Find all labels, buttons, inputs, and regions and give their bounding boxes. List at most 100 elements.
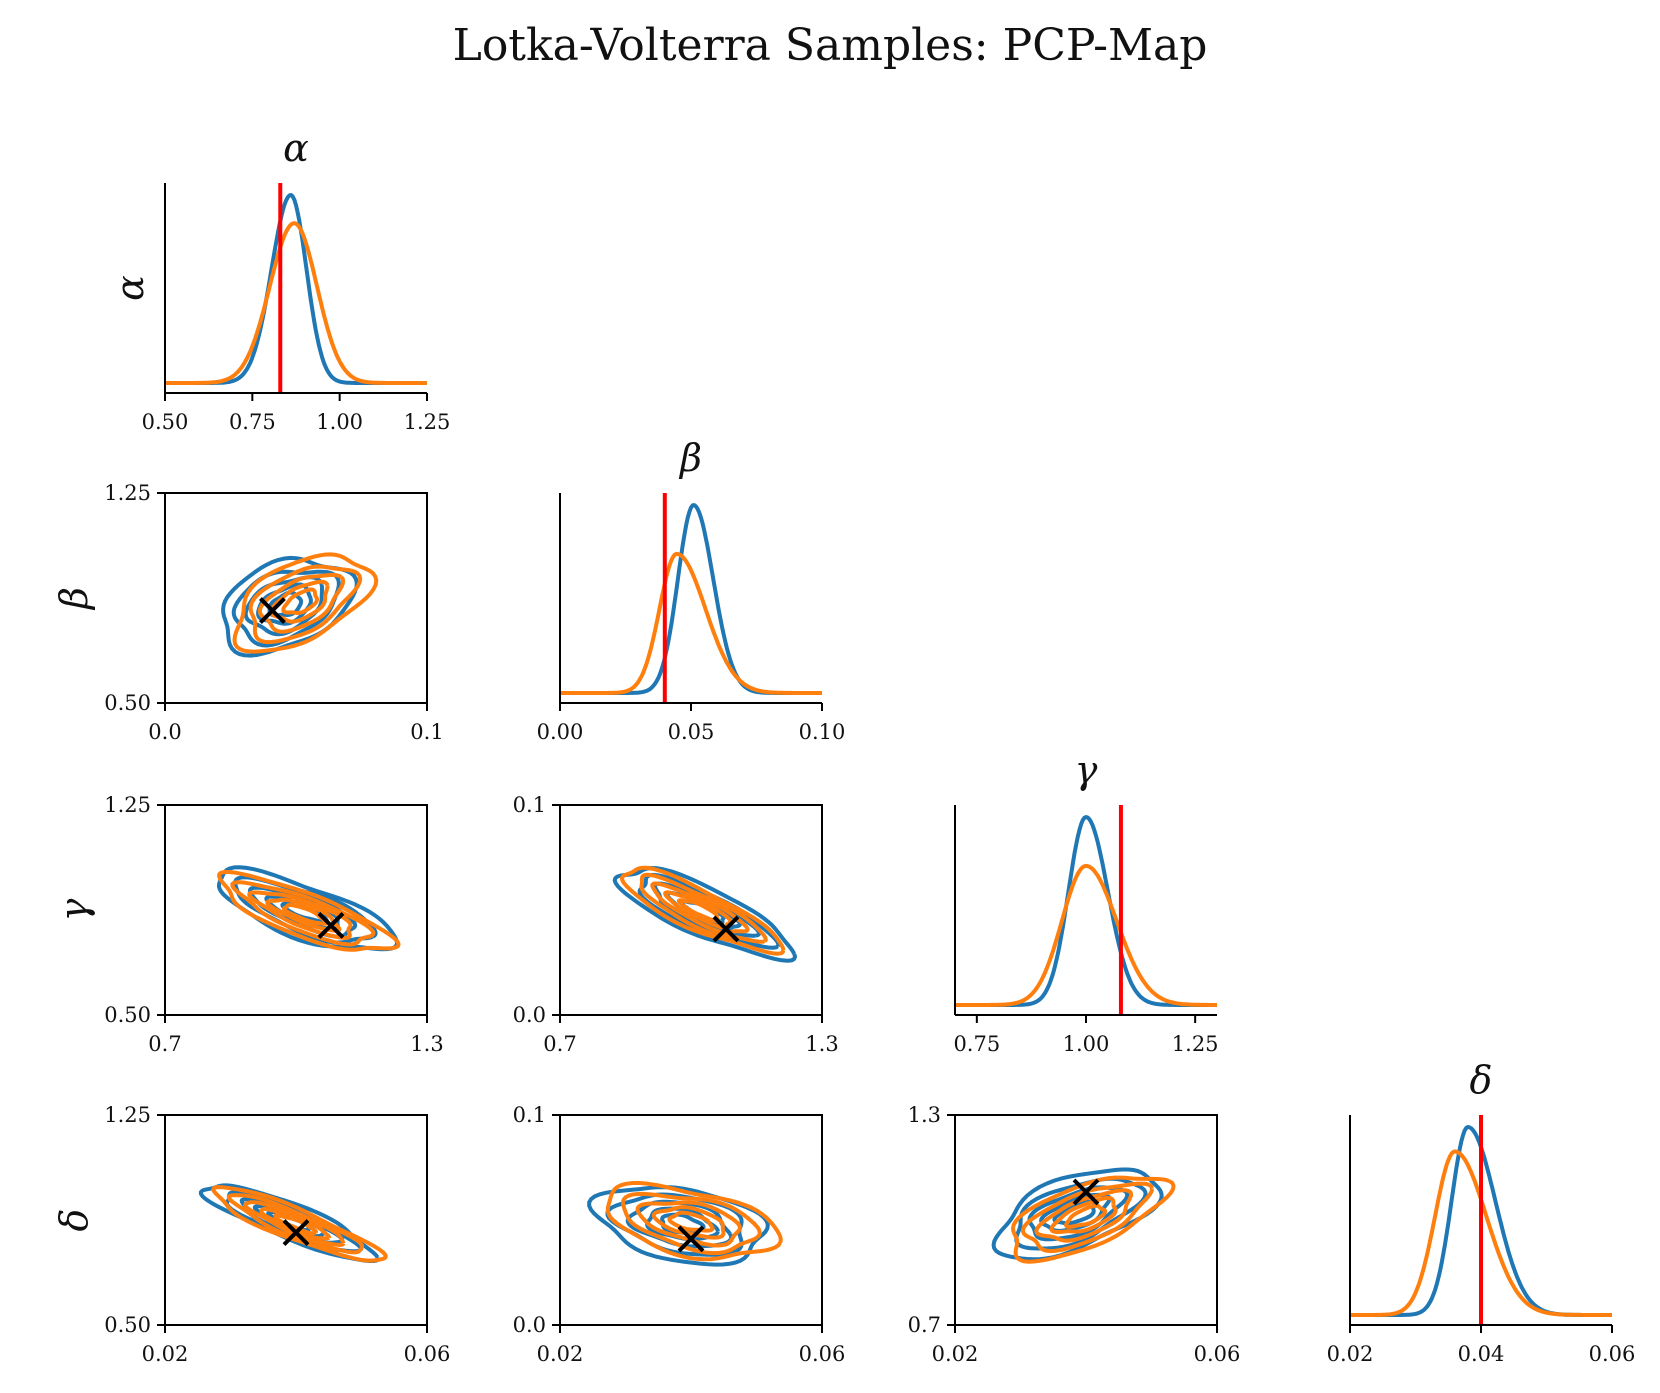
diag-alpha-xtick-label-0.75: 0.75 xyxy=(229,410,276,434)
pair-beta-gamma-true-value-marker xyxy=(712,915,740,943)
pair-beta-delta-orange-contour-5 xyxy=(667,1210,715,1233)
diag-gamma-orange-density-line xyxy=(954,863,1218,1007)
diag-beta-xtick-label-0.00: 0.00 xyxy=(537,720,584,744)
diag-delta-xtick-label-0.02: 0.02 xyxy=(1327,1342,1374,1366)
pair-alpha-gamma-frame xyxy=(164,804,428,1016)
pair-gamma-delta-true-value-marker xyxy=(1072,1178,1100,1206)
pair-beta-delta-frame xyxy=(559,1114,823,1326)
pair-alpha-gamma-ytick-label-0.50: 0.50 xyxy=(104,1003,151,1027)
pair-gamma-delta-xtick-label-0.06: 0.06 xyxy=(1194,1342,1241,1366)
pair-alpha-delta-xtick-label-0.06: 0.06 xyxy=(404,1342,451,1366)
pair-alpha-delta-panel: 0.50 1.25 0.02 0.06 δ xyxy=(52,1103,450,1366)
diag-alpha-ylabel: α xyxy=(108,275,152,301)
pair-alpha-gamma-true-value-marker xyxy=(317,911,345,939)
pair-beta-delta-orange-contour-2 xyxy=(621,1191,762,1256)
diag-delta-xtick-label-0.04: 0.04 xyxy=(1458,1342,1505,1366)
pair-alpha-delta-true-value-marker xyxy=(282,1219,310,1247)
pair-beta-gamma-orange-contour-5 xyxy=(676,898,720,923)
diag-beta-blue-density-line xyxy=(559,503,823,695)
pair-gamma-delta-orange-contour-1 xyxy=(1011,1175,1176,1264)
diag-alpha-panel: α 0.50 0.75 1.00 1.25 α xyxy=(108,126,450,434)
pair-beta-gamma-ytick-label-0.0: 0.0 xyxy=(513,1003,546,1027)
pair-alpha-beta-ytick-label-1.25: 1.25 xyxy=(104,481,151,505)
pair-beta-gamma-orange-contour-3 xyxy=(650,881,750,935)
pair-beta-gamma-orange-contour-4 xyxy=(663,890,733,930)
pair-gamma-delta-orange-contour-2 xyxy=(1021,1181,1154,1254)
pair-alpha-beta-orange-contour-5 xyxy=(281,587,319,615)
diag-alpha-title: α xyxy=(283,126,309,170)
diag-gamma-panel: γ 0.75 1.00 1.25 xyxy=(953,748,1218,1056)
pair-alpha-gamma-xtick-label-0.7: 0.7 xyxy=(148,1032,181,1056)
pair-beta-delta-xtick-label-0.06: 0.06 xyxy=(799,1342,846,1366)
pair-gamma-delta-orange-contour-3 xyxy=(1034,1188,1133,1243)
pair-beta-gamma-orange-contour-2 xyxy=(639,872,768,944)
diag-alpha-orange-density-line xyxy=(164,221,428,385)
pair-alpha-beta-ytick-label-0.50: 0.50 xyxy=(104,691,151,715)
pair-gamma-delta-frame xyxy=(954,1114,1218,1326)
pair-alpha-beta-orange-contour-3 xyxy=(257,572,346,634)
diag-gamma-xtick-label-1.00: 1.00 xyxy=(1063,1032,1110,1056)
pair-gamma-delta-xtick-label-0.02: 0.02 xyxy=(932,1342,979,1366)
pair-alpha-delta-orange-contour-5 xyxy=(273,1213,318,1236)
diag-gamma-xtick-label-0.75: 0.75 xyxy=(953,1032,1000,1056)
pair-gamma-delta-panel: 0.7 1.3 0.02 0.06 xyxy=(908,1103,1241,1366)
pair-beta-delta-true-value-marker xyxy=(677,1225,705,1253)
pair-alpha-delta-ylabel: δ xyxy=(52,1209,96,1232)
diag-beta-xtick-label-0.05: 0.05 xyxy=(668,720,715,744)
pair-alpha-beta-panel: 0.50 1.25 0.0 0.1 β xyxy=(52,481,444,744)
pair-gamma-delta-orange-contour-5 xyxy=(1064,1203,1108,1229)
pair-beta-gamma-ytick-label-0.1: 0.1 xyxy=(513,793,546,817)
diag-alpha-xtick-label-1.25: 1.25 xyxy=(404,410,451,434)
pair-alpha-beta-orange-contour-1 xyxy=(232,552,379,654)
pair-beta-gamma-frame xyxy=(559,804,823,1016)
pair-alpha-beta-xtick-label-0.0: 0.0 xyxy=(148,720,181,744)
diag-alpha-xtick-label-0.50: 0.50 xyxy=(142,410,189,434)
diag-beta-xtick-label-0.10: 0.10 xyxy=(799,720,846,744)
pair-alpha-delta-frame xyxy=(164,1114,428,1326)
pair-alpha-gamma-orange-contour-2 xyxy=(230,880,376,947)
pair-alpha-beta-ylabel: β xyxy=(52,587,96,611)
pair-beta-delta-ytick-label-0.1: 0.1 xyxy=(513,1103,546,1127)
pair-alpha-gamma-orange-contour-5 xyxy=(281,903,329,926)
pair-alpha-delta-ytick-label-1.25: 1.25 xyxy=(104,1103,151,1127)
diag-delta-xtick-label-0.06: 0.06 xyxy=(1589,1342,1636,1366)
diag-beta-orange-density-line xyxy=(559,551,823,695)
pair-alpha-delta-blue-contour-1 xyxy=(198,1183,380,1263)
pair-alpha-beta-frame xyxy=(164,492,428,704)
pair-alpha-gamma-xtick-label-1.3: 1.3 xyxy=(410,1032,443,1056)
pair-beta-delta-orange-contour-1 xyxy=(605,1181,783,1262)
pair-beta-gamma-orange-contour-1 xyxy=(620,865,786,956)
diag-gamma-title: γ xyxy=(1075,748,1098,792)
pair-beta-gamma-xtick-label-0.7: 0.7 xyxy=(543,1032,576,1056)
diag-beta-panel: β 0.00 0.05 0.10 xyxy=(537,436,846,744)
pair-beta-delta-orange-contour-4 xyxy=(651,1205,726,1240)
pair-beta-delta-xtick-label-0.02: 0.02 xyxy=(537,1342,584,1366)
pair-alpha-delta-orange-contour-3 xyxy=(243,1200,346,1247)
diag-beta-title: β xyxy=(678,436,702,480)
pair-alpha-beta-true-value-marker xyxy=(259,597,286,625)
pair-beta-gamma-xtick-label-1.3: 1.3 xyxy=(805,1032,838,1056)
diag-delta-title: δ xyxy=(1470,1058,1493,1102)
pair-beta-delta-ytick-label-0.0: 0.0 xyxy=(513,1313,546,1337)
diag-alpha-xtick-label-1.00: 1.00 xyxy=(316,410,363,434)
diag-gamma-xtick-label-1.25: 1.25 xyxy=(1172,1032,1219,1056)
pair-alpha-gamma-ytick-label-1.25: 1.25 xyxy=(104,793,151,817)
pair-alpha-delta-ytick-label-0.50: 0.50 xyxy=(104,1313,151,1337)
pair-alpha-gamma-orange-contour-4 xyxy=(265,897,342,933)
pair-alpha-beta-xtick-label-0.1: 0.1 xyxy=(410,720,443,744)
diag-gamma-blue-density-line xyxy=(954,815,1218,1007)
pair-gamma-delta-ytick-label-1.3: 1.3 xyxy=(908,1103,941,1127)
diag-delta-panel: δ 0.02 0.04 0.06 xyxy=(1327,1058,1636,1366)
pair-alpha-gamma-panel: 0.50 1.25 0.7 1.3 γ xyxy=(52,793,444,1056)
pair-alpha-gamma-ylabel: γ xyxy=(52,898,96,921)
pair-alpha-beta-orange-contour-2 xyxy=(248,564,363,645)
figure-title: Lotka-Volterra Samples: PCP-Map xyxy=(452,20,1208,71)
pair-alpha-gamma-orange-contour-1 xyxy=(217,869,401,952)
pair-beta-delta-orange-contour-3 xyxy=(635,1200,742,1248)
pair-gamma-delta-ytick-label-0.7: 0.7 xyxy=(908,1313,941,1337)
pair-beta-delta-panel: 0.0 0.1 0.02 0.06 xyxy=(513,1103,846,1366)
pair-beta-gamma-panel: 0.0 0.1 0.7 1.3 xyxy=(513,793,839,1056)
pair-alpha-delta-orange-contour-2 xyxy=(226,1193,365,1255)
